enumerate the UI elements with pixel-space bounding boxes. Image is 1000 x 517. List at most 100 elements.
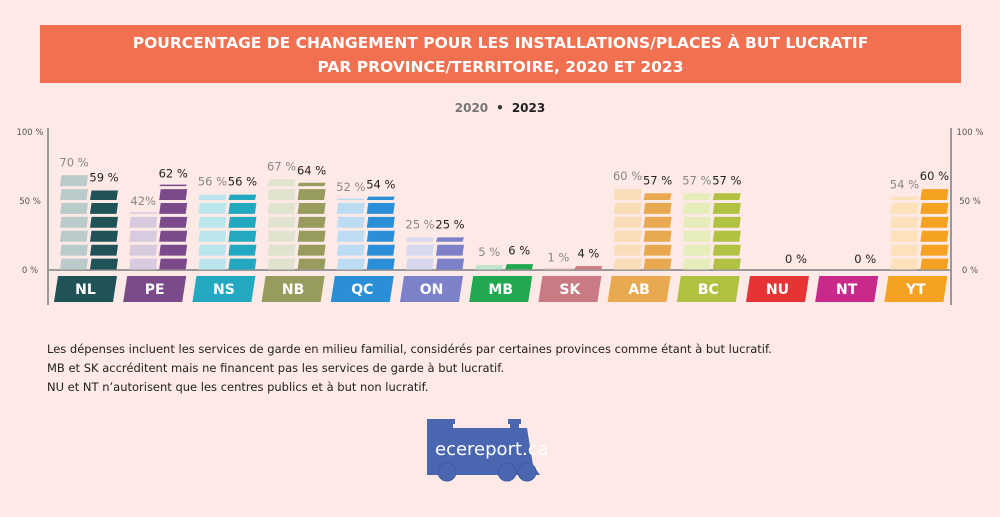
category-label-bg — [538, 276, 602, 302]
category-label: NS — [213, 282, 235, 298]
category-label: BC — [698, 282, 719, 298]
category-label: QC — [351, 282, 373, 298]
bar-segment-2020 — [60, 230, 88, 242]
bar-segment-2023 — [297, 189, 326, 200]
bar-segment-2023 — [297, 258, 326, 270]
bar-segment-2023 — [712, 193, 741, 200]
bar-segment-2020 — [267, 189, 296, 200]
bar-segment-2023 — [90, 258, 118, 270]
bar-segment-2020 — [613, 216, 642, 228]
data-label-2020: 67 % — [267, 160, 296, 174]
bar-segment-2020 — [890, 203, 919, 214]
category-label: AB — [628, 282, 650, 298]
data-label-2023: 4 % — [577, 246, 599, 260]
bar-segment-2020 — [406, 237, 434, 242]
y-tick-left: 50 % — [19, 197, 41, 207]
bar-segment-2020 — [613, 189, 642, 200]
bar-segment-2020 — [336, 258, 365, 270]
category-label-bg — [330, 276, 394, 302]
notes: Les dépenses incluent les services de ga… — [47, 340, 772, 397]
category-label-bg — [815, 276, 879, 302]
bar-segment-2020 — [60, 175, 88, 187]
bar-segment-2020 — [406, 244, 434, 256]
bar-segment-2020 — [267, 179, 296, 187]
data-label-2020: 42% — [130, 194, 156, 208]
bar-segment-2020 — [475, 265, 504, 270]
title-line-2: PAR PROVINCE/TERRITOIRE, 2020 ET 2023 — [317, 58, 684, 76]
bar-segment-2020 — [60, 216, 88, 228]
bar-segment-2020 — [60, 189, 88, 200]
legend: 2020 • 2023 — [0, 101, 1000, 115]
note-3: NU et NT n’autorisent que les centres pu… — [47, 380, 429, 394]
y-tick-right: 100 % — [956, 128, 983, 138]
category-label-bg — [884, 276, 948, 302]
bar-segment-2023 — [159, 184, 188, 187]
bar-segment-2020 — [890, 196, 919, 200]
bar-segment-2023 — [366, 203, 395, 214]
data-label-2020: 57 % — [682, 173, 711, 187]
bar-segment-2023 — [920, 244, 949, 256]
bar-segment-2020 — [267, 203, 296, 214]
category-label-bg — [469, 276, 533, 302]
bar-segment-2020 — [336, 203, 365, 214]
bar-segment-2023 — [228, 194, 257, 200]
data-label-2023: 56 % — [228, 175, 257, 189]
bar-segment-2023 — [297, 230, 326, 242]
bar-segment-2023 — [297, 216, 326, 228]
bar-segment-2020 — [336, 198, 365, 200]
bar-segment-2020 — [336, 230, 365, 242]
bar-segment-2023 — [228, 216, 257, 228]
bar-segment-2020 — [682, 193, 711, 200]
data-label-2020: 54 % — [890, 177, 919, 191]
category-label-bg — [261, 276, 325, 302]
bar-segment-2020 — [198, 203, 227, 214]
bar-segment-2023 — [159, 230, 188, 242]
bar-segment-2023 — [712, 203, 741, 214]
bar-segment-2020 — [198, 244, 227, 256]
category-label: NL — [75, 282, 96, 298]
bar-segment-2023 — [920, 230, 949, 242]
y-tick-right: 50 % — [959, 197, 981, 207]
bar-segment-2023 — [297, 244, 326, 256]
ecereport-logo: ecereport.ca — [425, 415, 575, 489]
data-label-2023: 57 % — [712, 173, 741, 187]
bar-segment-2023 — [228, 203, 257, 214]
chart-title: POURCENTAGE DE CHANGEMENT POUR LES INSTA… — [40, 25, 961, 83]
bar-segment-2023 — [90, 230, 118, 242]
y-tick-left: 100 % — [16, 128, 43, 138]
category-label-bg — [123, 276, 187, 302]
data-label-2023: 54 % — [366, 177, 395, 191]
legend-2020: 2020 — [454, 101, 489, 115]
bar-segment-2023 — [366, 196, 395, 200]
note-1: Les dépenses incluent les services de ga… — [47, 342, 772, 356]
data-label-2020: 70 % — [59, 155, 88, 169]
data-label-2023: 25 % — [435, 218, 464, 232]
data-label-2023: 0 % — [854, 252, 876, 266]
bar-segment-2020 — [682, 244, 711, 256]
bar-segment-2020 — [613, 258, 642, 270]
category-label-bg — [54, 276, 117, 302]
data-label-2020: 1 % — [547, 251, 569, 265]
bar-segment-2020 — [544, 268, 573, 270]
bar-segment-2020 — [890, 244, 919, 256]
bar-segment-2020 — [198, 258, 227, 270]
bar-segment-2020 — [682, 203, 711, 214]
bar-segment-2023 — [574, 266, 603, 270]
bar-segment-2020 — [890, 258, 919, 270]
bar-segment-2023 — [228, 230, 257, 242]
data-label-2020: 52 % — [336, 180, 365, 194]
title-line-1: POURCENTAGE DE CHANGEMENT POUR LES INSTA… — [132, 34, 869, 52]
y-tick-left: 0 % — [22, 266, 38, 276]
bar-segment-2020 — [129, 230, 158, 242]
bar-segment-2020 — [129, 244, 158, 256]
bar-segment-2023 — [159, 216, 188, 228]
category-label: NT — [836, 282, 858, 298]
bar-segment-2020 — [336, 216, 365, 228]
bar-segment-2020 — [682, 258, 711, 270]
data-label-2020: 60 % — [613, 169, 642, 183]
bar-segment-2020 — [890, 230, 919, 242]
bar-segment-2023 — [643, 193, 672, 200]
bar-segment-2020 — [267, 244, 296, 256]
bar-segment-2023 — [366, 258, 395, 270]
category-label: NB — [282, 282, 304, 298]
